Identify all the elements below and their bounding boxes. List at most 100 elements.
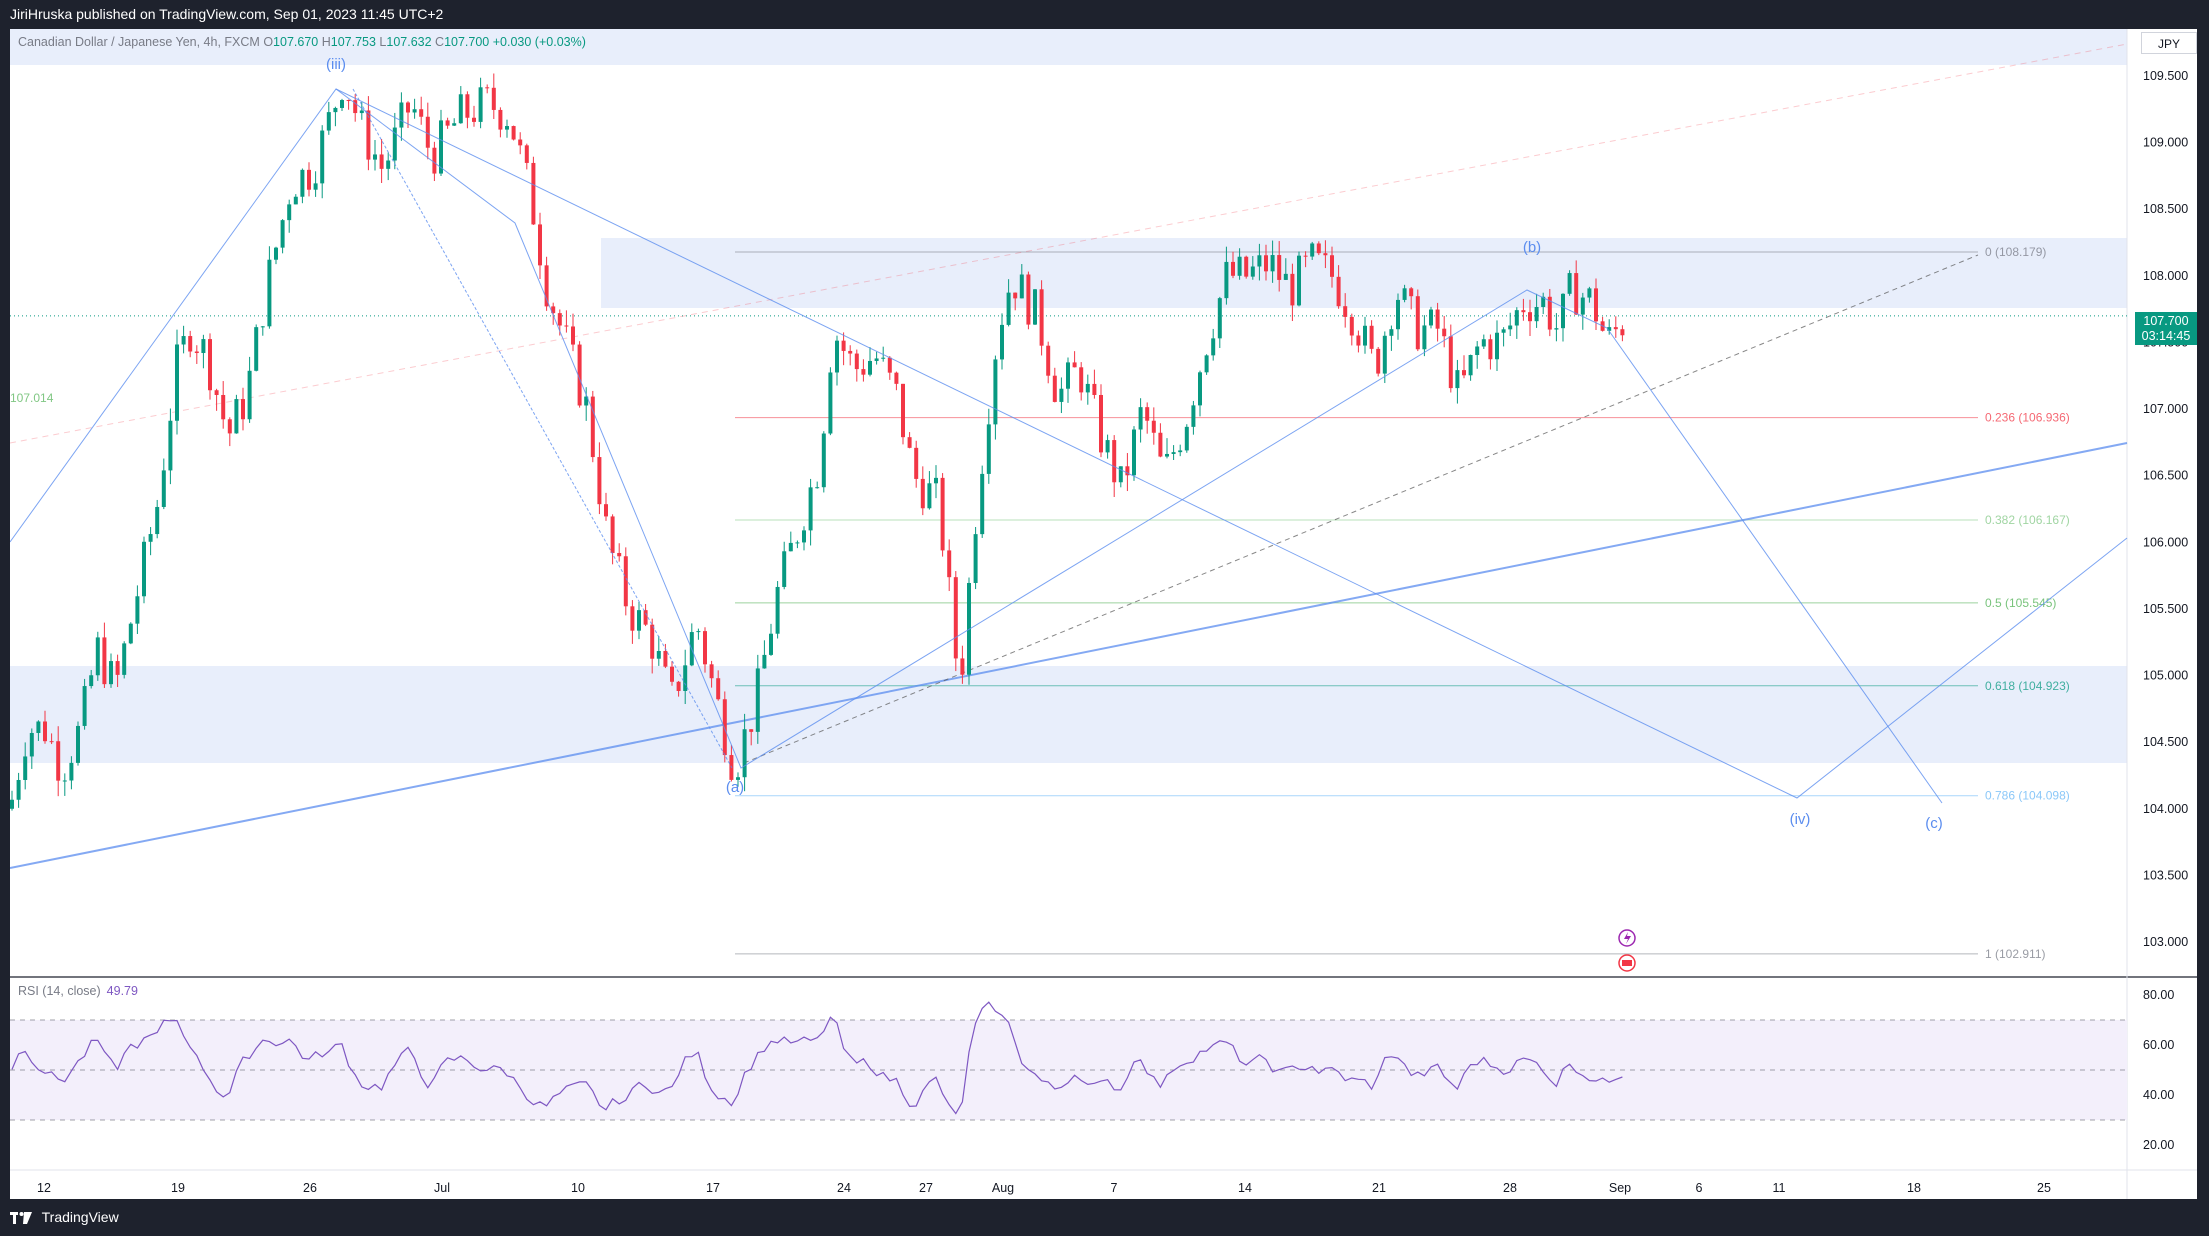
- candle-body: [465, 94, 470, 118]
- candle-body: [69, 762, 74, 781]
- candle-body: [1270, 255, 1275, 272]
- rsi-title: RSI (14, close): [18, 984, 101, 998]
- candle-body: [755, 668, 760, 732]
- candle-body: [1514, 310, 1519, 326]
- candle-body: [333, 107, 338, 113]
- candle-body: [1046, 345, 1051, 376]
- candle-body: [881, 357, 886, 359]
- candle-body: [23, 756, 28, 780]
- candle-body: [10, 799, 14, 809]
- chart-frame[interactable]: 0 (108.179) 0.236 (106.936) 0.382 (106.167…: [10, 29, 2197, 1199]
- candle-body: [518, 139, 523, 146]
- fib-level-label: 0 (108.179): [1985, 245, 2046, 259]
- candle-body: [696, 631, 701, 633]
- candle-body: [1217, 298, 1222, 339]
- time-tick-label: Sep: [1609, 1181, 1631, 1195]
- time-tick-label: 24: [837, 1181, 851, 1195]
- high-label: H: [321, 35, 331, 49]
- candle-body: [960, 658, 965, 675]
- candle-body: [861, 369, 866, 375]
- price-tick-label: 103.000: [2143, 935, 2188, 949]
- price-tick-label: 105.500: [2143, 602, 2188, 616]
- time-tick-label: 28: [1503, 1181, 1517, 1195]
- currency-button[interactable]: JPY: [2141, 32, 2197, 54]
- candle-body: [1132, 429, 1136, 476]
- rsi-line: [11, 1001, 1623, 1115]
- candle-body: [650, 624, 655, 659]
- price-chart[interactable]: 0 (108.179) 0.236 (106.936) 0.382 (106.167…: [10, 29, 2197, 1199]
- candle-body: [993, 359, 998, 425]
- time-tick-label: Jul: [434, 1181, 450, 1195]
- candle-body: [1481, 339, 1486, 347]
- candle-body: [1396, 299, 1400, 330]
- candle-body: [379, 154, 384, 169]
- candle-body: [359, 110, 364, 114]
- candle-body: [326, 112, 331, 131]
- candle-body: [1376, 348, 1381, 374]
- candle-body: [168, 420, 173, 471]
- wave-label: (iv): [1790, 811, 1811, 828]
- candle-body: [1039, 289, 1044, 346]
- price-tick-label: 108.000: [2143, 269, 2188, 283]
- candle-body: [280, 220, 285, 248]
- candle-body: [538, 224, 542, 266]
- time-tick-label: 21: [1372, 1181, 1386, 1195]
- candle-body: [1382, 335, 1387, 374]
- candle-body: [234, 399, 239, 434]
- candle-body: [1613, 327, 1618, 330]
- rsi-band: [10, 1020, 2127, 1120]
- candle-body: [1541, 296, 1546, 307]
- candle-body: [43, 721, 47, 742]
- candle-body: [623, 556, 628, 607]
- candle-body: [1019, 274, 1024, 299]
- candle-body: [36, 721, 41, 733]
- candle-body: [1330, 255, 1334, 277]
- event-lightning-glyph: [1624, 932, 1631, 944]
- candle-body: [128, 623, 133, 644]
- tradingview-logo-icon: [10, 1212, 32, 1225]
- candle-body: [788, 542, 793, 552]
- candle-body: [868, 360, 872, 375]
- candle-body: [406, 102, 410, 113]
- candle-body: [742, 729, 747, 778]
- candle-body: [670, 666, 674, 682]
- candle-body: [320, 130, 325, 184]
- candle-body: [577, 344, 582, 406]
- candle-body: [432, 147, 437, 174]
- candle-body: [300, 169, 305, 197]
- open-value: 107.670: [273, 35, 319, 49]
- candle-body: [208, 339, 212, 391]
- support-zone: [10, 666, 2127, 763]
- candle-body: [1567, 273, 1572, 294]
- candle-body: [214, 390, 219, 395]
- candle-body: [1389, 329, 1394, 336]
- candle-body: [1508, 325, 1513, 330]
- time-tick-label: 17: [706, 1181, 720, 1195]
- candle-body: [472, 117, 476, 122]
- time-tick-label: 7: [1111, 1181, 1118, 1195]
- candle-body: [610, 516, 615, 553]
- candle-body: [1574, 273, 1579, 315]
- candle-body: [722, 699, 727, 756]
- candle-body: [399, 102, 404, 128]
- candle-body: [135, 596, 140, 624]
- candle-body: [1277, 255, 1282, 280]
- candle-body: [1442, 328, 1447, 337]
- candle-body: [637, 610, 641, 631]
- candle-body: [597, 457, 602, 505]
- wave-label: (c): [1925, 815, 1943, 832]
- candle-body: [643, 610, 648, 625]
- candle-body: [980, 473, 985, 535]
- candle-body: [663, 650, 668, 667]
- candle-body: [1429, 309, 1433, 326]
- candle-body: [544, 265, 549, 307]
- footer: TradingView: [0, 1199, 2209, 1236]
- candle-body: [16, 779, 21, 800]
- candle-body: [1415, 296, 1420, 350]
- candle-body: [683, 665, 688, 691]
- candle-body: [1066, 362, 1070, 389]
- candle-body: [907, 437, 912, 448]
- candle-body: [986, 424, 991, 474]
- candle-body: [1488, 339, 1493, 360]
- candle-body: [1501, 329, 1506, 333]
